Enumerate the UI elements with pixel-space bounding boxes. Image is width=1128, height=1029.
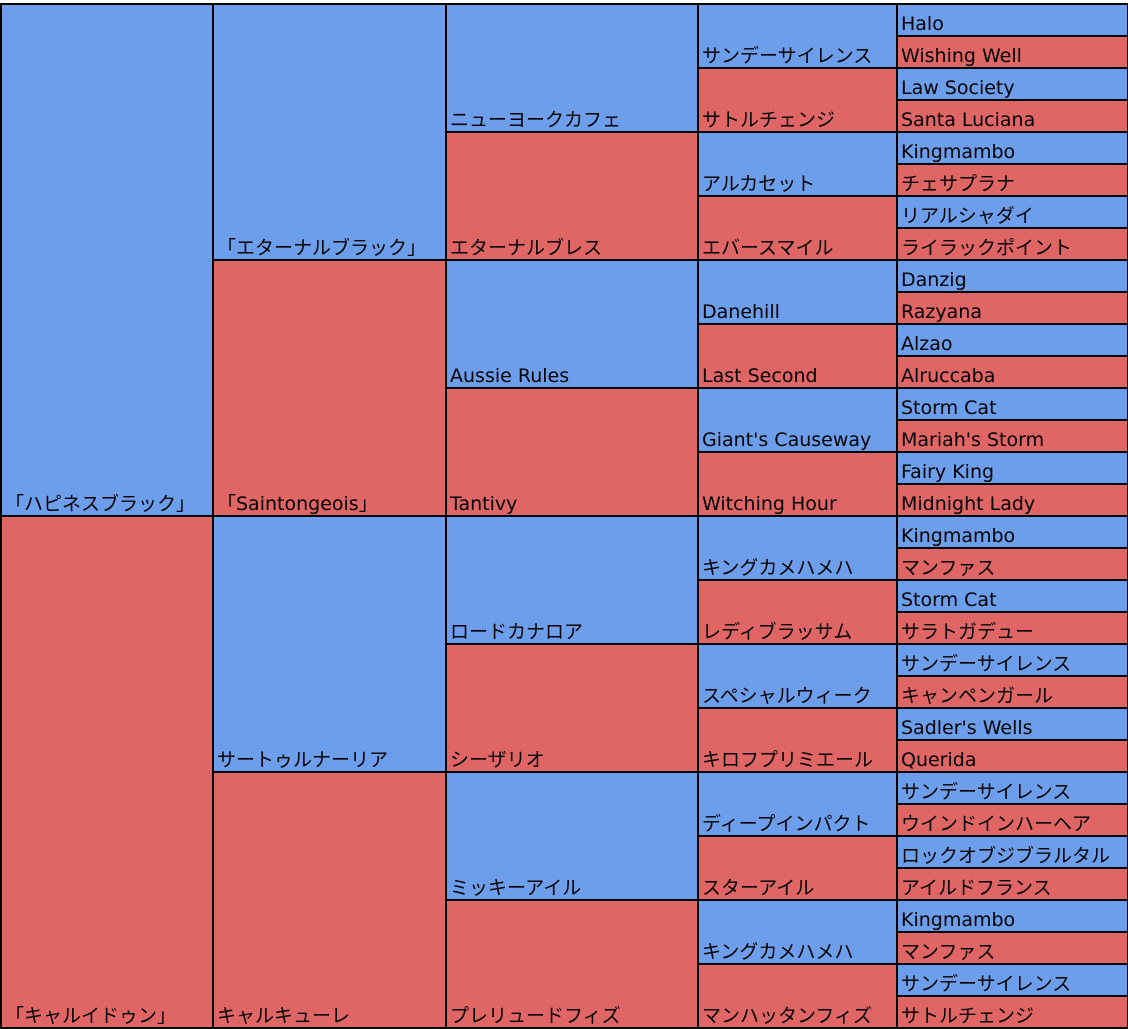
pedigree-row: Querida — [1, 739, 1128, 773]
gen5-sire-cell: Alzao — [896, 323, 1128, 357]
gen4-sire-cell: ディープインパクト — [697, 771, 898, 837]
gen5-dam-cell: チェサプラナ — [896, 163, 1128, 197]
gen5-dam-cell: マンファス — [896, 547, 1128, 581]
pedigree-row: サトルチェンジ — [1, 995, 1128, 1029]
pedigree-row: スターアイル ロックオブジブラルタル — [1, 835, 1128, 901]
gen5-sire-cell: サンデーサイレンス — [896, 643, 1128, 677]
gen1-dam-cell: 「キャルイドゥン」 — [0, 515, 214, 1029]
pedigree-row: エターナルブレス アルカセット Kingmambo — [1, 131, 1128, 261]
gen4-sire-cell: キングカメハメハ — [697, 899, 898, 965]
pedigree-row: キャルキューレ ミッキーアイル ディープインパクト サンデーサイレンス — [1, 771, 1128, 1029]
gen4-sire-cell: Giant's Causeway — [697, 387, 898, 453]
pedigree-row: Razyana — [1, 291, 1128, 325]
pedigree-body: 「ハピネスブラック」 「エターナルブラック」 ニューヨークカフェ サンデーサイレンス H… — [0, 3, 1128, 1029]
pedigree-row: Mariah's Storm — [1, 419, 1128, 453]
gen5-dam-cell: アイルドフランス — [896, 867, 1128, 901]
gen1-sire-cell: 「ハピネスブラック」 — [0, 3, 214, 517]
gen5-sire-cell: Fairy King — [896, 451, 1128, 485]
gen2-dam-cell: キャルキューレ — [212, 771, 447, 1029]
gen4-sire-cell: スペシャルウィーク — [697, 643, 898, 709]
pedigree-row: Wishing Well — [1, 35, 1128, 69]
pedigree-row: 「ハピネスブラック」 「エターナルブラック」 ニューヨークカフェ サンデーサイレンス H… — [0, 3, 1128, 517]
gen5-sire-cell: サンデーサイレンス — [896, 963, 1128, 997]
pedigree-row: Last Second Alzao — [1, 323, 1128, 389]
gen5-sire-cell: サンデーサイレンス — [896, 771, 1128, 805]
pedigree-row: サトルチェンジ Law Society — [1, 67, 1128, 133]
gen5-sire-cell: Kingmambo — [896, 131, 1128, 165]
pedigree-row: Santa Luciana — [1, 99, 1128, 133]
gen5-sire-cell: Storm Cat — [896, 387, 1128, 421]
pedigree-row: アイルドフランス — [1, 867, 1128, 901]
pedigree-row: サラトガデュー — [1, 611, 1128, 645]
gen5-dam-cell: Wishing Well — [896, 35, 1128, 69]
pedigree-row: ライラックポイント — [1, 227, 1128, 261]
gen4-dam-cell: レディブラッサム — [697, 579, 898, 645]
gen5-sire-cell: ロックオブジブラルタル — [896, 835, 1128, 869]
pedigree-table: 「ハピネスブラック」 「エターナルブラック」 ニューヨークカフェ サンデーサイレンス H… — [0, 3, 1128, 1029]
gen5-dam-cell: Razyana — [896, 291, 1128, 325]
gen5-sire-cell: リアルシャダイ — [896, 195, 1128, 229]
gen3-sire-cell: ミッキーアイル — [445, 771, 699, 901]
gen4-dam-cell: マンハッタンフィズ — [697, 963, 898, 1029]
gen4-dam-cell: エバースマイル — [697, 195, 898, 261]
gen4-sire-cell: サンデーサイレンス — [697, 3, 898, 69]
gen5-dam-cell: Querida — [896, 739, 1128, 773]
pedigree-row: 「Saintongeois」 Aussie Rules Danehill Danzig — [1, 259, 1128, 517]
gen4-sire-cell: アルカセット — [697, 131, 898, 197]
gen5-sire-cell: Kingmambo — [896, 899, 1128, 933]
gen4-sire-cell: キングカメハメハ — [697, 515, 898, 581]
gen3-sire-cell: ニューヨークカフェ — [445, 3, 699, 133]
pedigree-row: レディブラッサム Storm Cat — [1, 579, 1128, 645]
pedigree-row: Tantivy Giant's Causeway Storm Cat — [1, 387, 1128, 517]
gen4-sire-cell: Danehill — [697, 259, 898, 325]
gen5-sire-cell: Storm Cat — [896, 579, 1128, 613]
gen3-dam-cell: エターナルブレス — [445, 131, 699, 261]
pedigree-row: チェサプラナ — [1, 163, 1128, 197]
gen3-dam-cell: シーザリオ — [445, 643, 699, 773]
pedigree-row: Midnight Lady — [1, 483, 1128, 517]
gen5-sire-cell: Kingmambo — [896, 515, 1128, 549]
pedigree-row: キロフプリミエール Sadler's Wells — [1, 707, 1128, 773]
gen5-dam-cell: キャンペンガール — [896, 675, 1128, 709]
gen5-sire-cell: Halo — [896, 3, 1128, 37]
gen4-dam-cell: サトルチェンジ — [697, 67, 898, 133]
pedigree-row: 「キャルイドゥン」 サートゥルナーリア ロードカナロア キングカメハメハ Kingmam… — [0, 515, 1128, 1029]
gen5-dam-cell: Midnight Lady — [896, 483, 1128, 517]
pedigree-row: ウインドインハーヘア — [1, 803, 1128, 837]
gen5-dam-cell: サラトガデュー — [896, 611, 1128, 645]
gen5-dam-cell: Alruccaba — [896, 355, 1128, 389]
gen2-sire-cell: サートゥルナーリア — [212, 515, 447, 773]
pedigree-row: マンファス — [1, 547, 1128, 581]
gen5-sire-cell: Sadler's Wells — [896, 707, 1128, 741]
gen4-dam-cell: Last Second — [697, 323, 898, 389]
gen3-sire-cell: ロードカナロア — [445, 515, 699, 645]
pedigree-row: Witching Hour Fairy King — [1, 451, 1128, 517]
gen4-dam-cell: スターアイル — [697, 835, 898, 901]
pedigree-row: キャンペンガール — [1, 675, 1128, 709]
pedigree-row: マンファス — [1, 931, 1128, 965]
gen2-dam-cell: 「Saintongeois」 — [212, 259, 447, 517]
gen5-dam-cell: マンファス — [896, 931, 1128, 965]
gen5-sire-cell: Law Society — [896, 67, 1128, 101]
gen5-dam-cell: ウインドインハーヘア — [896, 803, 1128, 837]
gen5-dam-cell: Santa Luciana — [896, 99, 1128, 133]
gen5-dam-cell: ライラックポイント — [896, 227, 1128, 261]
pedigree-row: マンハッタンフィズ サンデーサイレンス — [1, 963, 1128, 1029]
gen2-sire-cell: 「エターナルブラック」 — [212, 3, 447, 261]
gen5-dam-cell: Mariah's Storm — [896, 419, 1128, 453]
gen5-sire-cell: Danzig — [896, 259, 1128, 293]
gen4-dam-cell: キロフプリミエール — [697, 707, 898, 773]
gen3-dam-cell: Tantivy — [445, 387, 699, 517]
pedigree-row: プレリュードフィズ キングカメハメハ Kingmambo — [1, 899, 1128, 1029]
gen3-dam-cell: プレリュードフィズ — [445, 899, 699, 1029]
pedigree-row: Alruccaba — [1, 355, 1128, 389]
gen4-dam-cell: Witching Hour — [697, 451, 898, 517]
pedigree-row: シーザリオ スペシャルウィーク サンデーサイレンス — [1, 643, 1128, 773]
gen5-dam-cell: サトルチェンジ — [896, 995, 1128, 1029]
gen3-sire-cell: Aussie Rules — [445, 259, 699, 389]
pedigree-row: エバースマイル リアルシャダイ — [1, 195, 1128, 261]
